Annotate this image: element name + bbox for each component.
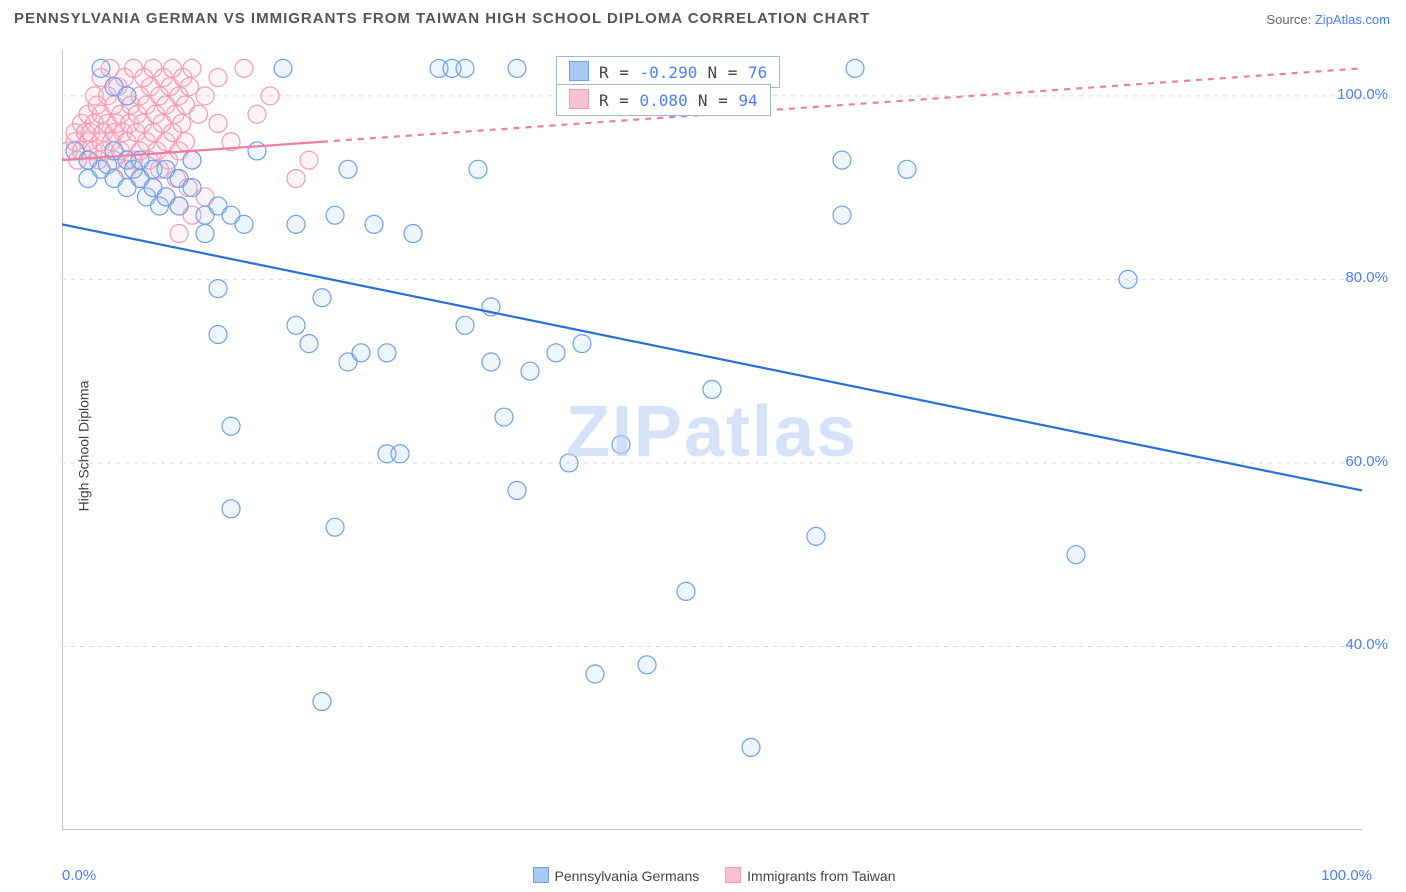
series-b-point <box>180 78 198 96</box>
series-a-point <box>339 160 357 178</box>
series-a-point <box>573 335 591 353</box>
series-b-point <box>209 114 227 132</box>
source-attribution: Source: ZipAtlas.com <box>1266 12 1390 27</box>
series-a-point <box>352 344 370 362</box>
series-a-point <box>326 206 344 224</box>
series-a-point <box>248 142 266 160</box>
correlation-stat-row: R = 0.080 N = 94 <box>556 84 771 116</box>
series-b-point <box>190 105 208 123</box>
watermark: ZIPatlas <box>566 391 858 473</box>
series-b-point <box>170 225 188 243</box>
series-a-point <box>92 59 110 77</box>
series-a-point <box>313 289 331 307</box>
series-b-point <box>196 87 214 105</box>
series-a-point <box>833 206 851 224</box>
y-tick-label: 100.0% <box>1337 86 1388 103</box>
series-a-point <box>508 59 526 77</box>
series-a-point <box>118 87 136 105</box>
y-tick-label: 80.0% <box>1345 269 1388 286</box>
series-a-point <box>183 179 201 197</box>
y-tick-label: 40.0% <box>1345 636 1388 653</box>
series-b-point <box>173 114 191 132</box>
series-a-point <box>209 280 227 298</box>
series-a-point <box>638 656 656 674</box>
series-a-point <box>508 481 526 499</box>
series-a-point <box>677 582 695 600</box>
series-a-point <box>378 344 396 362</box>
series-a-point <box>300 335 318 353</box>
trendline-b-dashed <box>322 68 1362 141</box>
series-a-point <box>274 59 292 77</box>
y-tick-label: 60.0% <box>1345 453 1388 470</box>
legend-swatch-b <box>725 867 741 883</box>
series-a-point <box>521 362 539 380</box>
series-a-point <box>365 215 383 233</box>
series-b-point <box>235 59 253 77</box>
series-a-point <box>222 500 240 518</box>
series-a-point <box>586 665 604 683</box>
series-a-point <box>547 344 565 362</box>
series-a-point <box>469 160 487 178</box>
chart-title: PENNSYLVANIA GERMAN VS IMMIGRANTS FROM T… <box>14 10 870 27</box>
series-a-point <box>209 325 227 343</box>
series-b-point <box>287 169 305 187</box>
series-a-point <box>495 408 513 426</box>
series-legend: Pennsylvania Germans Immigrants from Tai… <box>0 867 1406 884</box>
series-a-point <box>1119 270 1137 288</box>
series-a-point <box>898 160 916 178</box>
scatter-plot: ZIPatlas <box>62 50 1362 830</box>
series-a-point <box>196 225 214 243</box>
series-a-point <box>482 353 500 371</box>
series-a-point <box>326 518 344 536</box>
series-b-point <box>177 133 195 151</box>
series-b-point <box>183 59 201 77</box>
series-a-point <box>287 316 305 334</box>
series-a-point <box>833 151 851 169</box>
stat-swatch <box>569 61 589 81</box>
series-a-point <box>807 527 825 545</box>
series-a-point <box>287 215 305 233</box>
series-a-point <box>404 225 422 243</box>
series-a-point <box>456 316 474 334</box>
legend-label-b: Immigrants from Taiwan <box>747 868 895 884</box>
series-a-point <box>170 197 188 215</box>
series-a-point <box>313 693 331 711</box>
series-a-point <box>1067 546 1085 564</box>
source-link[interactable]: ZipAtlas.com <box>1315 12 1390 27</box>
legend-label-a: Pennsylvania Germans <box>555 868 700 884</box>
series-a-point <box>391 445 409 463</box>
series-b-point <box>248 105 266 123</box>
series-a-point <box>235 215 253 233</box>
series-a-point <box>222 417 240 435</box>
series-a-point <box>456 59 474 77</box>
series-a-point <box>742 738 760 756</box>
stat-swatch <box>569 89 589 109</box>
series-a-point <box>183 151 201 169</box>
legend-swatch-a <box>533 867 549 883</box>
series-b-point <box>209 69 227 87</box>
series-b-point <box>300 151 318 169</box>
series-a-point <box>846 59 864 77</box>
series-b-point <box>261 87 279 105</box>
